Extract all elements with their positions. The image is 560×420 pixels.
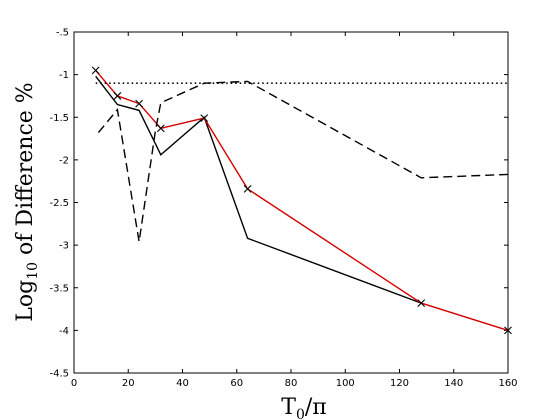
y-axis-title: Log10 of Difference % xyxy=(13,82,41,321)
y-tick-label: -4.5 xyxy=(49,369,69,380)
x-axis-title-subscript: 0 xyxy=(296,407,305,420)
x-marker xyxy=(156,124,165,133)
x-axis-title-tail: /π xyxy=(305,395,327,420)
y-axis-title-tail: of Difference % xyxy=(13,82,38,262)
plot-area xyxy=(73,31,509,374)
series-layer xyxy=(91,66,512,335)
x-marker xyxy=(243,184,252,193)
x-marker xyxy=(91,66,100,75)
y-tick-label: -3.5 xyxy=(49,283,69,294)
x-tick-label: 140 xyxy=(444,378,463,389)
x-tick-label: 0 xyxy=(71,378,77,389)
y-tick-label: -3 xyxy=(59,241,69,252)
x-marker xyxy=(417,299,426,307)
x-tick-label: 60 xyxy=(230,378,243,389)
x-tick-label: 80 xyxy=(285,378,298,389)
y-tick-label: -1 xyxy=(59,70,69,81)
x-marker xyxy=(135,99,143,108)
y-tick-label: -2 xyxy=(59,155,69,166)
x-marker xyxy=(200,114,209,122)
x-marker xyxy=(504,326,512,335)
y-axis-title-main: Log xyxy=(13,280,38,322)
x-tick-label: 120 xyxy=(390,378,409,389)
x-tick-label: 160 xyxy=(498,378,517,389)
x-marker xyxy=(113,92,122,100)
series-line-3-dashed xyxy=(97,80,509,242)
x-axis-title-main: T xyxy=(281,395,296,420)
y-tick-label: -2.5 xyxy=(49,198,69,209)
series-line-2-solid xyxy=(95,69,509,332)
y-tick-label: -4 xyxy=(59,326,69,337)
y-tick-label: -.5 xyxy=(56,28,69,39)
series-line-1-solid xyxy=(95,75,422,304)
x-tick-label: 20 xyxy=(122,378,135,389)
x-tick-label: 100 xyxy=(336,378,355,389)
y-tick-label: -1.5 xyxy=(49,113,69,124)
y-axis-title-subscript: 10 xyxy=(25,262,41,280)
x-axis-title: T0/π xyxy=(281,395,326,420)
axis-ticks: 0 20 40 60 80 100 120 140 160 -4.5 -4 -3.5 -3 -2.5 -2 -… xyxy=(49,28,517,390)
x-tick-label: 40 xyxy=(176,378,189,389)
